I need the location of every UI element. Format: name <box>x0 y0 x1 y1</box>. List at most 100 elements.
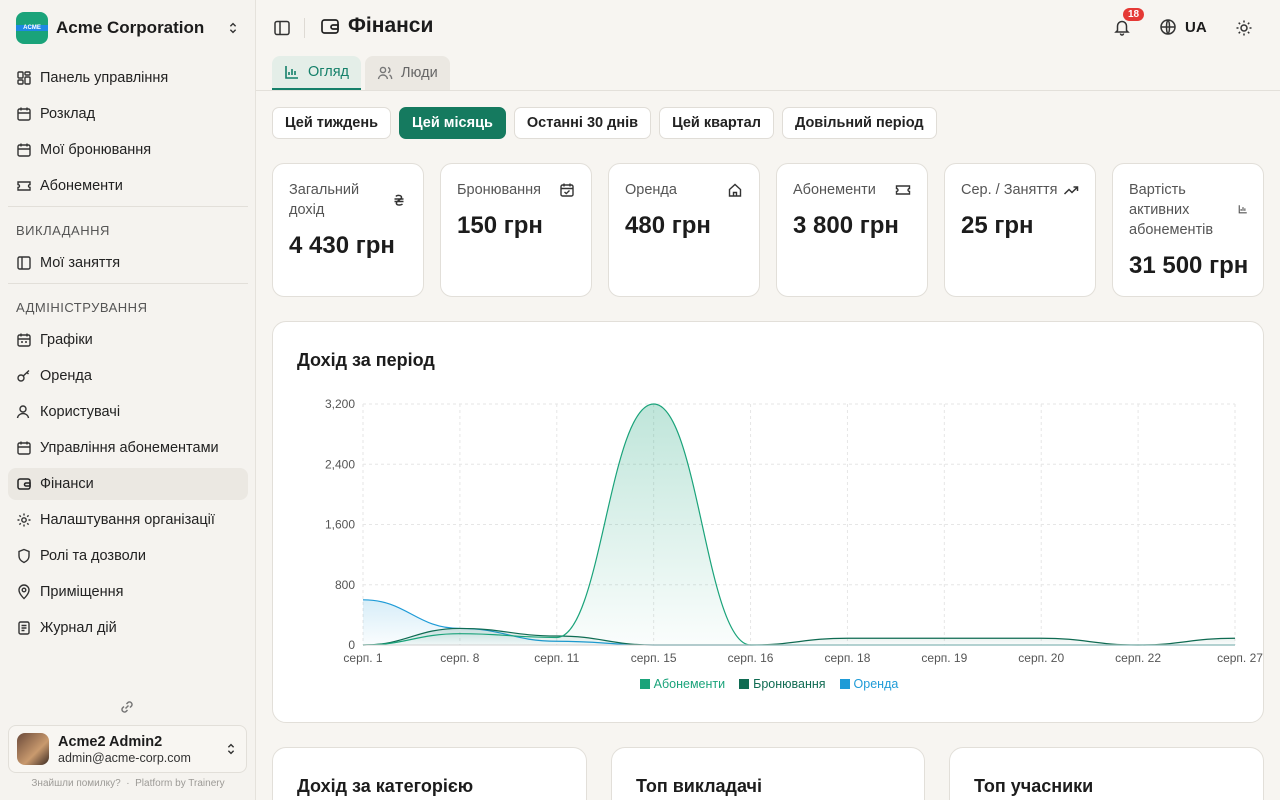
sidebar-item-premises[interactable]: Приміщення <box>8 576 248 608</box>
chart-title: Дохід за період <box>297 350 435 370</box>
x-tick-label: серп. 22 <box>1115 651 1161 665</box>
chevron-up-down-icon <box>229 22 237 34</box>
legend-swatch <box>639 679 650 689</box>
house-icon <box>728 183 742 197</box>
x-tick-label: серп. 15 <box>631 651 677 665</box>
trend-up-icon <box>1063 186 1079 195</box>
sun-icon[interactable] <box>1235 19 1253 37</box>
sidebar-item-activity-log[interactable]: Журнал дій <box>8 612 248 644</box>
sidebar-item-label: Розклад <box>40 106 96 122</box>
ticket-icon <box>17 181 31 191</box>
link-icon[interactable] <box>118 698 136 716</box>
calendar-icon <box>17 107 31 121</box>
sidebar-item-subscription-management[interactable]: Управління абонементами <box>8 432 248 464</box>
footer-separator: · <box>126 778 130 789</box>
org-logo: ACME <box>16 12 48 44</box>
report-bug-link[interactable]: Знайшли помилку? <box>31 778 121 789</box>
period-this-month-button[interactable]: Цей місяць <box>399 107 506 139</box>
avatar <box>17 733 49 765</box>
page-title: Фінанси <box>320 14 433 38</box>
period-this-week-button[interactable]: Цей тиждень <box>272 107 392 139</box>
sidebar: ACME Acme Corporation Панель управління … <box>0 0 256 800</box>
org-switcher[interactable]: ACME Acme Corporation <box>8 8 248 48</box>
sidebar-item-label: Мої бронювання <box>40 142 152 158</box>
tab-label: Люди <box>401 65 438 81</box>
y-tick-label: 1,600 <box>325 518 355 532</box>
tab-label: Огляд <box>308 64 350 80</box>
chart-legend: Абонементи Бронювання Оренда <box>273 677 1265 691</box>
language-switcher[interactable]: UA <box>1159 18 1207 36</box>
sidebar-item-roles[interactable]: Ролі та дозволи <box>8 540 248 572</box>
bar-chart-icon <box>1238 205 1247 214</box>
calendar-check-icon <box>560 183 574 197</box>
bell-icon[interactable] <box>1113 18 1131 36</box>
language-label: UA <box>1185 18 1207 36</box>
user-menu[interactable]: Acme2 Admin2 admin@acme-corp.com <box>8 725 247 773</box>
sidebar-item-org-settings[interactable]: Налаштування організації <box>8 504 248 536</box>
legend-item-subscriptions[interactable]: Абонементи <box>639 677 725 691</box>
x-tick-label: серп. 27 <box>1217 651 1263 665</box>
bar-chart-icon <box>285 66 298 79</box>
sidebar-item-label: Фінанси <box>40 476 94 492</box>
y-tick-label: 0 <box>348 638 355 652</box>
tab-overview[interactable]: Огляд <box>272 56 362 90</box>
stat-label: Оренда <box>625 182 677 198</box>
section-title-teaching: ВИКЛАДАННЯ <box>16 223 110 238</box>
sidebar-item-schedule[interactable]: Розклад <box>8 98 248 130</box>
gear-icon <box>17 513 31 527</box>
sidebar-item-rent[interactable]: Оренда <box>8 360 248 392</box>
stat-card-active-subscriptions-value: Вартість активних абонементів 31 500 грн <box>1112 163 1264 297</box>
top-members-card: Топ учасники <box>949 747 1264 800</box>
divider <box>8 206 248 207</box>
booking-icon <box>17 143 31 157</box>
tab-bar: Огляд Люди <box>272 56 454 90</box>
legend-swatch <box>739 679 750 689</box>
sidebar-item-dashboard[interactable]: Панель управління <box>8 62 248 94</box>
calendar-grid-icon <box>17 333 31 347</box>
sidebar-item-my-bookings[interactable]: Мої бронювання <box>8 134 248 166</box>
x-tick-label: серп. 19 <box>921 651 967 665</box>
period-this-quarter-button[interactable]: Цей квартал <box>659 107 774 139</box>
users-icon <box>377 66 393 80</box>
stat-card-subscriptions: Абонементи 3 800 грн <box>776 163 928 297</box>
stat-value: 31 500 грн <box>1129 252 1249 279</box>
series-area-bookings-line <box>362 627 1236 646</box>
x-tick-label: серп. 1 <box>343 651 383 665</box>
legend-item-rent[interactable]: Оренда <box>839 677 899 691</box>
sidebar-toggle-icon[interactable] <box>273 19 291 37</box>
top-header: Фінанси 18 UA <box>256 0 1280 56</box>
page-title-text: Фінанси <box>348 14 434 37</box>
sidebar-item-label: Панель управління <box>40 70 169 86</box>
dashboard-icon <box>17 71 31 85</box>
top-teachers-card: Топ викладачі <box>611 747 925 800</box>
sidebar-nav: Панель управління Розклад Мої бронювання… <box>8 62 248 648</box>
org-name: Acme Corporation <box>56 18 205 37</box>
card-title: Топ викладачі <box>636 776 762 796</box>
legend-label: Оренда <box>853 677 899 691</box>
sidebar-item-label: Журнал дій <box>40 620 117 636</box>
footer: Знайшли помилку? · Platform by Trainery <box>0 778 256 789</box>
sidebar-item-users[interactable]: Користувачі <box>8 396 248 428</box>
sidebar-item-label: Користувачі <box>40 404 121 420</box>
stat-label: Абонементи <box>793 182 876 198</box>
sidebar-item-subscriptions[interactable]: Абонементи <box>8 170 248 202</box>
divider <box>256 90 1280 91</box>
stat-label: Бронювання <box>457 182 541 198</box>
series-area-subscriptions-fill <box>363 404 1235 645</box>
sidebar-item-finance[interactable]: Фінанси <box>8 468 248 500</box>
stat-value: 480 грн <box>625 212 711 239</box>
sidebar-item-label: Ролі та дозволи <box>40 548 146 564</box>
sidebar-item-label: Графіки <box>40 332 93 348</box>
sidebar-item-label: Абонементи <box>40 178 123 194</box>
shield-icon <box>18 548 30 564</box>
platform-link[interactable]: Platform by Trainery <box>135 778 225 789</box>
sidebar-item-charts[interactable]: Графіки <box>8 324 248 356</box>
sidebar-item-my-classes[interactable]: Мої заняття <box>8 247 248 279</box>
period-custom-button[interactable]: Довільний період <box>781 107 937 139</box>
legend-item-bookings[interactable]: Бронювання <box>739 677 826 691</box>
tab-people[interactable]: Люди <box>365 56 450 90</box>
period-last-30-days-button[interactable]: Останні 30 днів <box>513 107 652 139</box>
stat-value: 4 430 грн <box>289 232 395 259</box>
stat-value: 3 800 грн <box>793 212 899 239</box>
divider <box>304 18 305 38</box>
